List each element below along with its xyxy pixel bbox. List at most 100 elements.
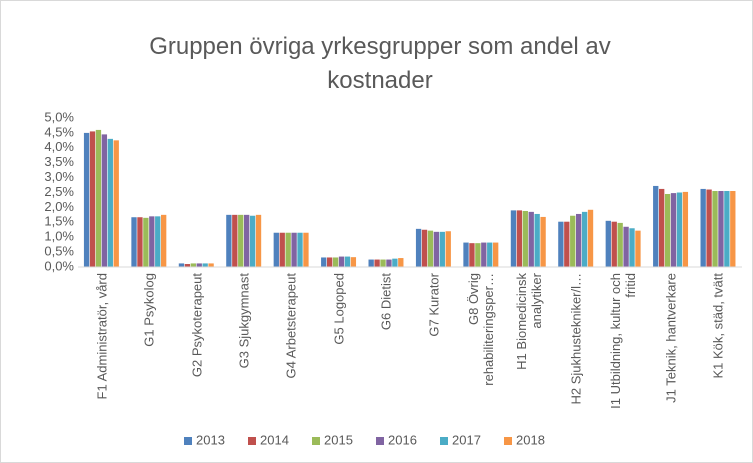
x-tick-label: G6 Dietist xyxy=(378,273,394,331)
y-tick-label: 2,0% xyxy=(44,199,74,214)
bar xyxy=(273,232,279,267)
bar xyxy=(398,258,404,267)
bar xyxy=(605,220,611,267)
bar xyxy=(149,216,155,267)
bar xyxy=(131,217,137,267)
y-tick-label: 3,0% xyxy=(44,169,74,184)
bar xyxy=(202,263,208,267)
x-tick-label: I1 Utbildning, kultur och fritid xyxy=(608,273,639,409)
bar xyxy=(581,211,588,267)
x-tick-label: G4 Arbetsterapeut xyxy=(283,273,299,379)
y-tick-label: 3,5% xyxy=(44,154,74,169)
bar xyxy=(469,243,475,267)
bar xyxy=(249,215,256,267)
x-tick-label: G7 Kurator xyxy=(426,273,442,337)
legend-swatch xyxy=(440,437,448,445)
legend-label: 2015 xyxy=(324,432,353,447)
bar xyxy=(95,129,102,267)
bar xyxy=(718,191,724,267)
x-tick-label: G3 Sjukgymnast xyxy=(236,273,252,369)
bar xyxy=(670,193,677,267)
bar xyxy=(178,263,185,267)
bar xyxy=(143,217,149,267)
bar xyxy=(534,213,540,267)
bar xyxy=(635,230,641,267)
bar xyxy=(208,263,214,267)
legend-swatch xyxy=(312,437,320,445)
bar xyxy=(528,211,534,267)
x-tick-label: K1 Kök, städ, tvätt xyxy=(710,273,726,379)
legend-swatch xyxy=(184,437,192,445)
bar xyxy=(184,264,191,267)
bar xyxy=(161,214,167,267)
bar xyxy=(664,193,671,267)
bar xyxy=(321,257,327,267)
bar xyxy=(332,257,339,267)
bar xyxy=(493,242,499,267)
y-tick-label: 5,0% xyxy=(44,109,74,124)
bar xyxy=(137,217,143,267)
bar xyxy=(421,229,428,267)
bar xyxy=(368,259,374,267)
x-tick-label: H2 Sjukhustekniker/l… xyxy=(568,273,584,405)
bar xyxy=(623,226,629,267)
bar xyxy=(113,140,119,267)
bar xyxy=(238,214,244,267)
legend-label: 2014 xyxy=(260,432,289,447)
y-tick-label: 2,5% xyxy=(44,184,74,199)
bar xyxy=(540,216,546,267)
bar xyxy=(730,191,736,267)
legend-swatch xyxy=(248,437,256,445)
bar xyxy=(297,232,303,267)
bar xyxy=(564,221,570,267)
bar xyxy=(244,214,250,267)
x-tick-label: G5 Logoped xyxy=(331,273,347,345)
bar xyxy=(226,214,232,267)
bar xyxy=(392,258,398,267)
x-tick-label: H1 Biomedicinsk analytiker xyxy=(513,273,544,370)
bar xyxy=(611,221,617,267)
bar xyxy=(386,259,392,267)
bar xyxy=(327,257,333,267)
bar xyxy=(576,213,582,267)
bar xyxy=(285,232,291,267)
x-tick-label: G8 Övrig rehabiliteringsper… xyxy=(466,273,497,386)
bar xyxy=(487,242,493,267)
bar xyxy=(463,242,469,267)
legend-swatch xyxy=(376,437,384,445)
bar xyxy=(232,214,238,267)
legend-label: 2017 xyxy=(452,432,481,447)
legend-swatch xyxy=(504,437,512,445)
bar xyxy=(279,232,285,267)
bar xyxy=(427,230,434,267)
bar xyxy=(190,263,196,267)
legend-label: 2013 xyxy=(196,432,225,447)
bar xyxy=(587,209,594,267)
bar xyxy=(374,259,380,267)
bar xyxy=(617,222,623,267)
x-tick-label: J1 Teknik, hantverkare xyxy=(663,273,679,403)
bar xyxy=(344,256,351,267)
bar xyxy=(255,214,262,267)
legend-label: 2018 xyxy=(516,432,545,447)
y-tick-label: 1,0% xyxy=(44,229,74,244)
x-tick-label: F1 Administratör, vård xyxy=(94,273,110,400)
y-tick-label: 0,0% xyxy=(44,258,74,273)
bar xyxy=(481,242,487,267)
bar xyxy=(475,243,481,267)
bar xyxy=(89,131,96,267)
bar xyxy=(415,228,422,267)
bar xyxy=(510,210,517,267)
bar xyxy=(706,189,712,267)
bar xyxy=(433,231,440,267)
bar xyxy=(350,257,357,267)
bar xyxy=(700,188,706,267)
bar xyxy=(629,228,635,267)
x-tick-label: G1 Psykolog xyxy=(141,273,157,347)
bar xyxy=(522,210,528,267)
bar xyxy=(291,232,297,267)
bar xyxy=(682,191,689,267)
bar xyxy=(155,216,161,267)
bar xyxy=(570,215,576,267)
